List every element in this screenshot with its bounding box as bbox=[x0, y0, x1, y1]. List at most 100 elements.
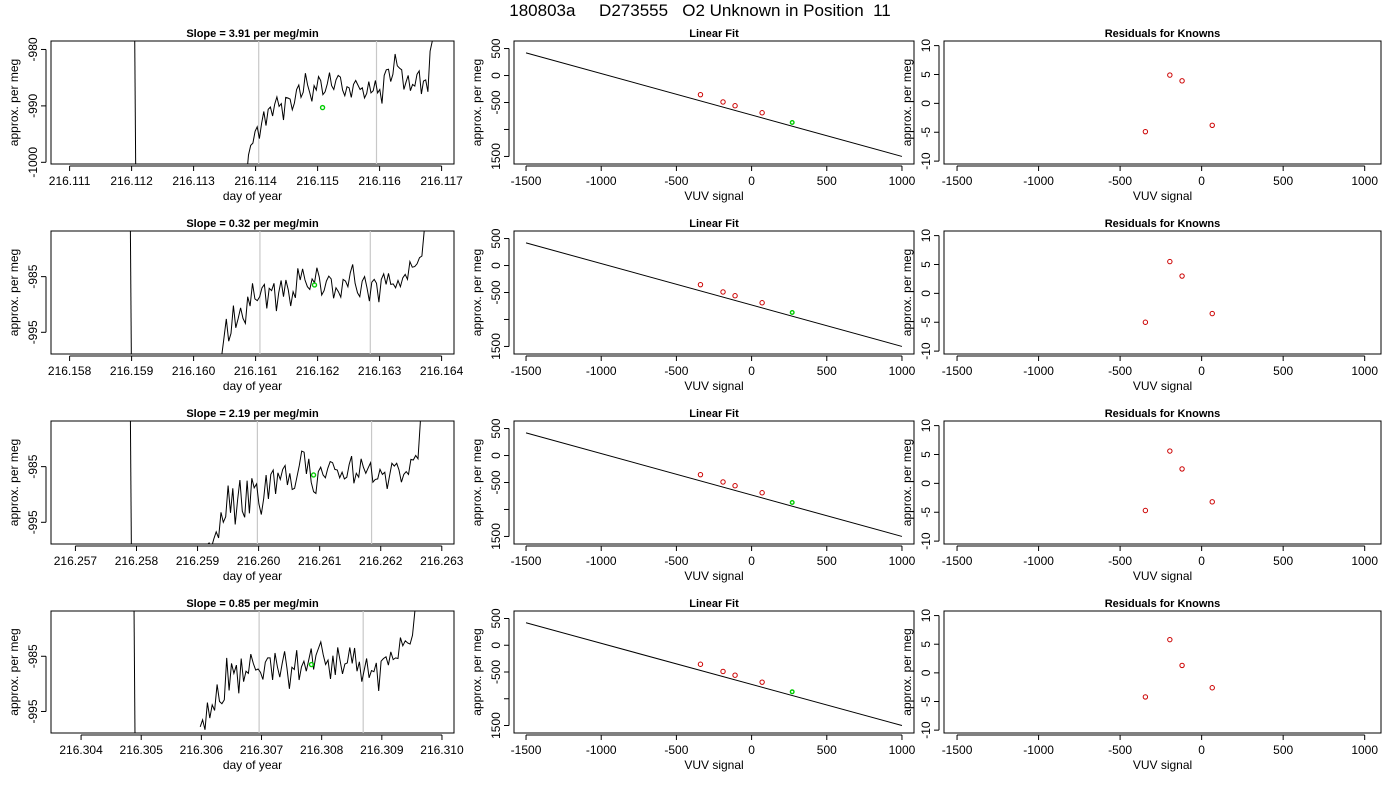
y-axis-label: approx. per meg bbox=[7, 249, 21, 336]
y-tick-label: -5 bbox=[919, 696, 933, 707]
y-tick-label: 0 bbox=[919, 290, 933, 297]
y-axis-label: approx. per meg bbox=[7, 628, 21, 715]
plot-frame bbox=[50, 420, 455, 545]
x-tick-label: 1000 bbox=[889, 174, 916, 188]
fit-line bbox=[525, 242, 903, 347]
known-point bbox=[1167, 72, 1173, 78]
known-point bbox=[720, 289, 726, 295]
chart-panel-r3-c2: Linear Fit -1500 -1000 -500 0 500 1000 VUV sign… bbox=[470, 408, 916, 583]
x-tick-label: 216.162 bbox=[296, 364, 340, 378]
x-tick-label: 500 bbox=[817, 364, 837, 378]
x-tick-label: 0 bbox=[748, 743, 755, 757]
y-tick-label: 500 bbox=[489, 228, 503, 248]
plot-frame bbox=[513, 610, 915, 734]
x-axis-label: VUV signal bbox=[684, 379, 743, 393]
x-axis-label: VUV signal bbox=[684, 189, 743, 203]
y-axis-label: approx. per meg bbox=[900, 59, 914, 146]
plot-area bbox=[1142, 448, 1215, 514]
x-tick-label: 0 bbox=[1198, 174, 1205, 188]
drop-line bbox=[129, 421, 132, 544]
x-tick-label: 216.260 bbox=[237, 554, 281, 568]
y-tick-label: -995 bbox=[26, 320, 40, 344]
y-tick-label: -980 bbox=[26, 37, 40, 61]
y-axis-label: approx. per meg bbox=[470, 439, 484, 526]
x-tick-label: 216.258 bbox=[115, 554, 159, 568]
x-tick-label: -1000 bbox=[1023, 743, 1054, 757]
x-tick-label: 0 bbox=[1198, 554, 1205, 568]
known-point bbox=[1167, 636, 1173, 643]
panel-title: Linear Fit bbox=[689, 218, 739, 230]
y-tick-label: 10 bbox=[919, 229, 933, 243]
y-tick-label: -985 bbox=[26, 454, 40, 478]
x-tick-label: 216.308 bbox=[300, 743, 344, 757]
plot-area bbox=[525, 432, 903, 537]
x-tick-label: 216.304 bbox=[59, 743, 103, 757]
known-point bbox=[732, 293, 738, 299]
known-point bbox=[1142, 319, 1149, 325]
x-axis-label: VUV signal bbox=[1133, 569, 1192, 583]
y-tick-label: -500 bbox=[489, 280, 503, 304]
x-tick-label: 216.305 bbox=[120, 743, 164, 757]
x-tick-label: 500 bbox=[1273, 743, 1293, 757]
y-tick-label: -990 bbox=[26, 94, 40, 118]
x-tick-label: 0 bbox=[748, 554, 755, 568]
x-tick-label: 216.113 bbox=[172, 174, 215, 188]
figure-title: 180803a D273555 O2 Unknown in Position 1… bbox=[509, 1, 891, 20]
x-tick-label: 216.306 bbox=[180, 743, 224, 757]
panel-title: Residuals for Knowns bbox=[1105, 218, 1221, 230]
y-axis-label: approx. per meg bbox=[900, 628, 914, 715]
known-point bbox=[1179, 78, 1185, 84]
plot-frame bbox=[50, 40, 455, 165]
y-tick-label: -995 bbox=[26, 510, 40, 534]
x-tick-label: 500 bbox=[1273, 174, 1293, 188]
y-tick-label: 500 bbox=[489, 418, 503, 438]
x-tick-label: -500 bbox=[664, 364, 688, 378]
x-tick-label: 216.112 bbox=[110, 174, 153, 188]
x-tick-label: -500 bbox=[664, 554, 688, 568]
x-tick-label: 216.161 bbox=[234, 364, 278, 378]
x-tick-label: 1000 bbox=[889, 743, 916, 757]
y-tick-label: -995 bbox=[26, 699, 40, 723]
x-tick-label: -1000 bbox=[1023, 554, 1054, 568]
plot-area bbox=[129, 231, 425, 354]
unknown-point bbox=[789, 309, 795, 315]
y-tick-label: -10 bbox=[919, 532, 933, 550]
x-tick-label: -1500 bbox=[511, 554, 542, 568]
x-tick-label: -500 bbox=[1108, 743, 1132, 757]
y-tick-label: 500 bbox=[489, 608, 503, 628]
drop-line bbox=[129, 231, 132, 354]
known-point bbox=[720, 668, 726, 675]
x-tick-label: -1000 bbox=[586, 554, 617, 568]
x-tick-label: -1500 bbox=[511, 364, 542, 378]
x-tick-label: -1500 bbox=[942, 174, 973, 188]
known-point bbox=[1209, 685, 1215, 691]
chart-panel-r2-c2: Linear Fit -1500 -1000 -500 0 500 1000 VUV sign… bbox=[470, 218, 916, 393]
x-tick-label: 216.163 bbox=[358, 364, 402, 378]
known-point bbox=[1179, 662, 1185, 669]
y-tick-label: -500 bbox=[489, 660, 503, 684]
data-series-line bbox=[207, 421, 422, 544]
plot-frame bbox=[513, 230, 915, 355]
chart-panel-r2-c1: Slope = 0.32 per meg/min 216.158 216.159 21… bbox=[7, 218, 464, 393]
x-tick-label: 1000 bbox=[1351, 364, 1378, 378]
x-tick-label: 1000 bbox=[1351, 743, 1378, 757]
x-tick-label: 500 bbox=[817, 174, 837, 188]
known-point bbox=[1167, 448, 1173, 454]
x-axis-label: VUV signal bbox=[684, 569, 743, 583]
y-tick-label: -1000 bbox=[26, 147, 40, 178]
x-axis-label: day of year bbox=[223, 189, 282, 203]
known-point bbox=[759, 679, 765, 685]
y-tick-label: 0 bbox=[919, 100, 933, 107]
x-tick-label: 0 bbox=[748, 174, 755, 188]
known-point bbox=[697, 281, 704, 288]
plot-area bbox=[525, 622, 903, 726]
unknown-mean-point bbox=[311, 282, 318, 288]
plot-area bbox=[525, 242, 903, 347]
y-tick-label: 5 bbox=[919, 71, 933, 78]
y-tick-label: -985 bbox=[26, 644, 40, 668]
panel-title: Linear Fit bbox=[689, 408, 739, 420]
plot-area bbox=[525, 52, 903, 157]
x-tick-label: 0 bbox=[748, 364, 755, 378]
data-series-line bbox=[199, 611, 416, 730]
